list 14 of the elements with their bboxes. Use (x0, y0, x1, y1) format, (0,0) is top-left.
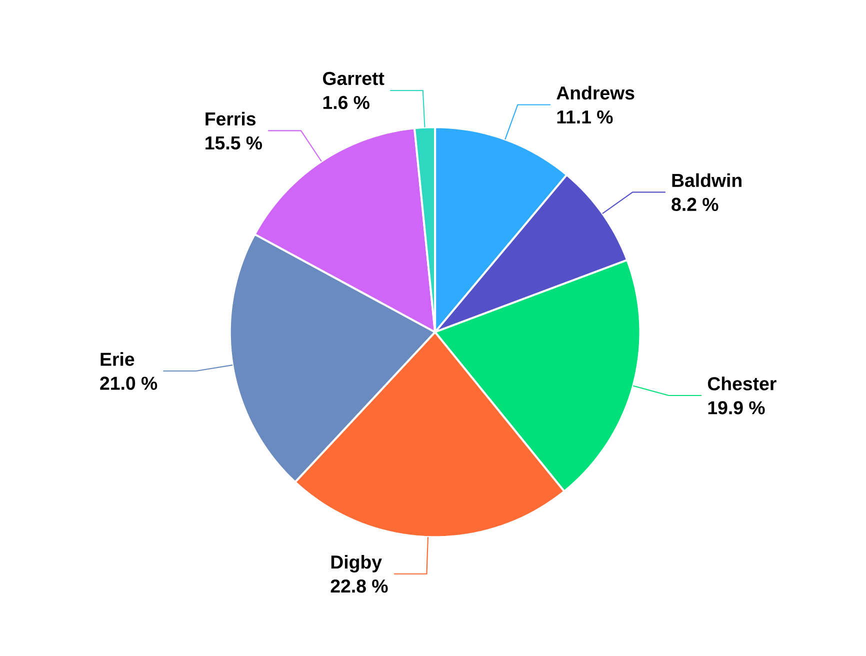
slice-label: Digby (331, 554, 382, 572)
data-label: 21.0 % (100, 376, 158, 390)
data-label: 19.9 % (708, 401, 765, 414)
slice-label: Andrews (556, 86, 634, 100)
slice-label: Baldwin (672, 173, 742, 188)
data-label: 15.5 % (206, 136, 262, 150)
slice-label: Garrett (323, 72, 384, 86)
data-label: 11.1 % (557, 110, 613, 124)
data-label: 8.2 % (672, 198, 718, 212)
data-label: 22.8 % (330, 579, 388, 593)
data-label: 1.6 % (323, 96, 370, 110)
slice-label: Erie (100, 352, 134, 366)
slice-label: Ferris (206, 112, 256, 126)
slice-label: Chester (708, 376, 776, 390)
